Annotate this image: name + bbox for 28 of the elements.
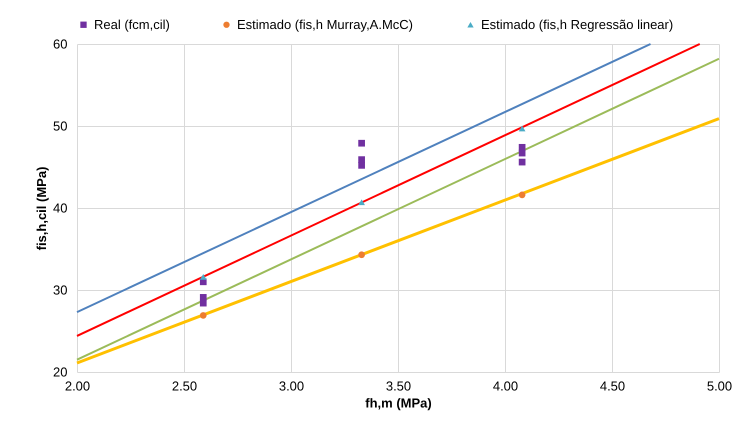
x-tick-label: 2.00	[64, 378, 90, 394]
legend-label: Real (fcm,cil)	[94, 16, 170, 32]
point	[518, 192, 526, 198]
x-tick-label: 3.00	[278, 378, 304, 394]
legend-label: Estimado (fis,h Regressão linear)	[481, 16, 674, 32]
point	[200, 312, 207, 319]
point	[518, 150, 526, 156]
legend-label: Estimado (fis,h Murray,A.McC)	[237, 16, 414, 32]
point	[358, 199, 365, 206]
x-tick-label: 3.50	[386, 378, 412, 394]
x-tick-label: 5.00	[706, 378, 732, 394]
point	[200, 300, 207, 306]
point	[358, 251, 365, 258]
x-tick-label: 4.00	[492, 378, 518, 394]
point	[518, 158, 526, 166]
point	[200, 274, 207, 280]
point	[518, 126, 526, 132]
x-tick-label: 2.50	[172, 378, 198, 394]
y-tick-label: 60	[53, 36, 68, 52]
point	[358, 140, 365, 147]
y-axis-title: fis,h,cil (MPa)	[34, 166, 50, 250]
y-tick-label: 50	[53, 118, 68, 134]
x-tick-label: 4.50	[600, 378, 626, 394]
point	[358, 162, 365, 169]
y-tick-label: 40	[53, 200, 68, 216]
y-tick-label: 20	[53, 364, 68, 380]
x-axis-title: fh,m (MPa)	[365, 396, 432, 410]
y-tick-label: 30	[53, 282, 68, 298]
